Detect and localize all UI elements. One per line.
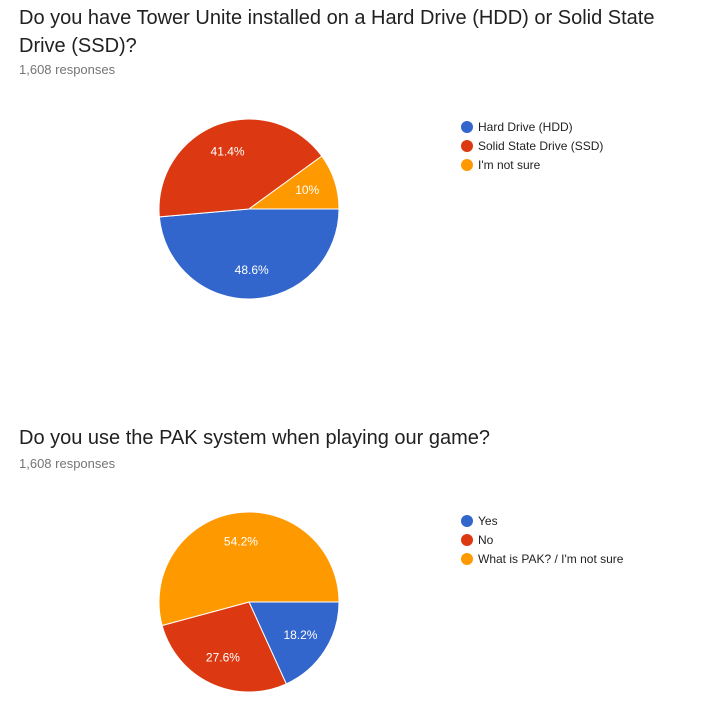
slice-label-not-sure: 54.2% — [224, 534, 258, 548]
pie-slice-ssd[interactable] — [158, 118, 323, 218]
response-count: 1,608 responses — [19, 456, 116, 471]
pie-slice-hdd[interactable] — [158, 208, 340, 300]
slice-label-not-sure: 10% — [295, 183, 319, 197]
legend-label: What is PAK? / I'm not sure — [478, 551, 624, 566]
legend-swatch-no — [461, 533, 473, 546]
pie-chart-drive-type: 48.6% 41.4% 10% — [158, 118, 340, 300]
legend-item[interactable]: I'm not sure — [461, 155, 603, 174]
legend-swatch-hdd — [461, 120, 473, 133]
legend-swatch-not-sure — [461, 158, 473, 171]
legend-swatch-yes — [461, 514, 473, 527]
legend-item[interactable]: Hard Drive (HDD) — [461, 117, 603, 136]
slice-label-ssd: 41.4% — [211, 145, 245, 159]
legend-label: Hard Drive (HDD) — [478, 119, 573, 134]
slice-label-no: 27.6% — [206, 650, 240, 664]
legend-item[interactable]: Yes — [461, 511, 623, 530]
pie-slice-no[interactable] — [161, 601, 287, 693]
chart-legend: Yes No What is PAK? / I'm not sure — [461, 511, 623, 568]
question-title: Do you have Tower Unite installed on a H… — [19, 7, 655, 57]
legend-label: No — [478, 532, 494, 547]
legend-label: I'm not sure — [478, 157, 541, 172]
chart-legend: Hard Drive (HDD) Solid State Drive (SSD)… — [461, 117, 603, 174]
pie-slice-not-sure[interactable] — [158, 511, 340, 627]
pie-chart-pak-usage: 18.2% 27.6% 54.2% — [158, 511, 340, 693]
legend-item[interactable]: What is PAK? / I'm not sure — [461, 549, 623, 568]
question-tower-unite-drive: Do you have Tower Unite installed on a H… — [19, 7, 655, 300]
slice-label-hdd: 48.6% — [235, 263, 269, 277]
slice-label-yes: 18.2% — [283, 628, 317, 642]
pie-slice-yes[interactable] — [248, 601, 340, 685]
response-count: 1,608 responses — [19, 62, 116, 77]
pie-slice-not-sure[interactable] — [247, 155, 340, 210]
legend-swatch-not-sure — [461, 552, 473, 565]
question-title: Do you use the PAK system when playing o… — [19, 427, 490, 449]
question-pak-system: Do you use the PAK system when playing o… — [0, 420, 702, 720]
legend-label: Yes — [478, 513, 498, 528]
legend-item[interactable]: No — [461, 530, 623, 549]
legend-item[interactable]: Solid State Drive (SSD) — [461, 136, 603, 155]
legend-swatch-ssd — [461, 139, 473, 152]
legend-label: Solid State Drive (SSD) — [478, 138, 604, 153]
